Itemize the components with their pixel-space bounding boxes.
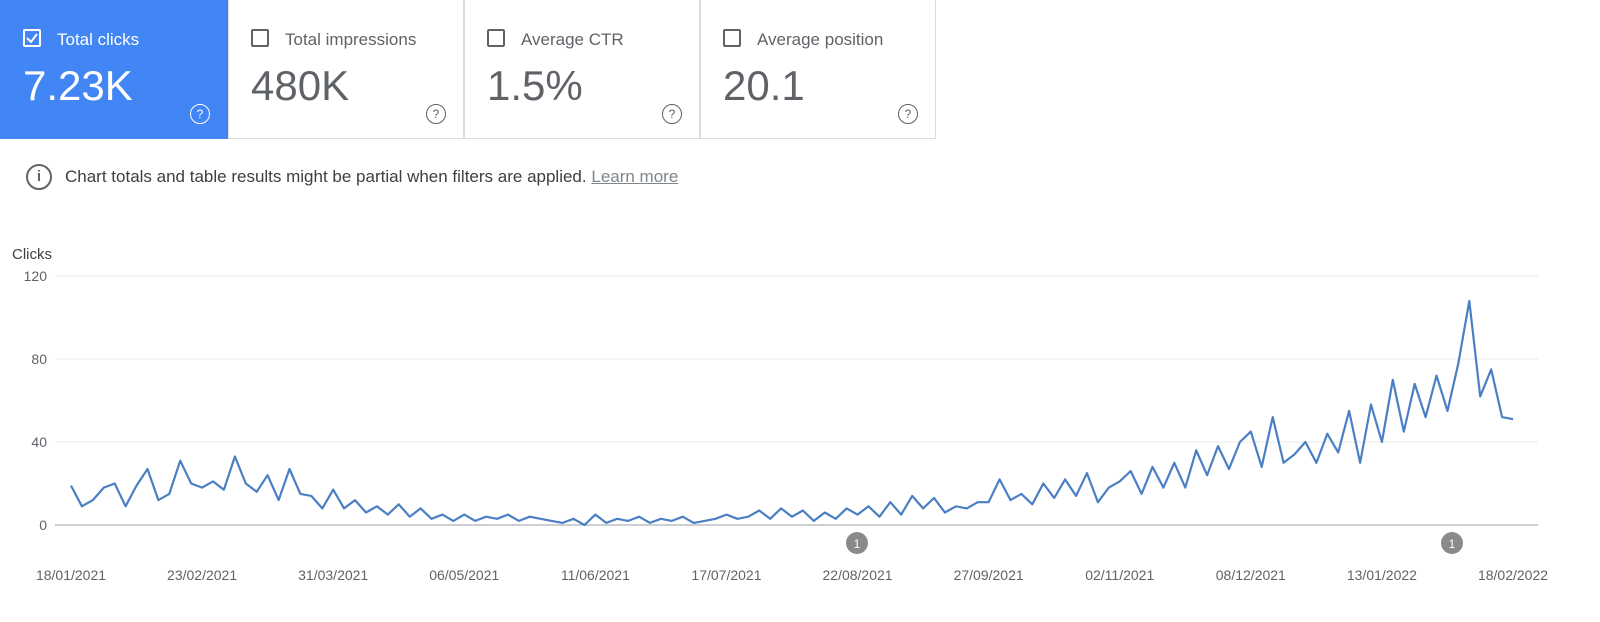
info-icon: i [26,164,52,190]
y-axis-label: Clicks [12,246,52,263]
x-tick-label: 11/06/2021 [561,567,630,583]
line-series [70,299,1514,527]
metric-value: 7.23K [23,62,133,109]
x-tick-label: 08/12/2021 [1216,567,1286,583]
x-tick-label: 23/02/2021 [167,567,237,583]
x-tick-label: 13/01/2022 [1347,567,1417,583]
help-icon[interactable]: ? [898,104,918,124]
notice-text: Chart totals and table results might be … [65,167,587,186]
metric-card[interactable]: Average position 20.1? [700,0,936,139]
notice: Chart totals and table results might be … [65,167,678,187]
metric-card[interactable]: Total impressions 480K? [228,0,464,139]
y-tick-label: 120 [24,268,48,284]
annotation-marker[interactable] [1441,532,1463,554]
x-tick-label: 06/05/2021 [429,567,499,583]
x-tick-label: 27/09/2021 [954,567,1024,583]
x-tick-label: 02/11/2021 [1085,567,1154,583]
help-icon[interactable]: ? [662,104,682,124]
annotation-label: 1 [854,537,861,551]
x-tick-label: 18/02/2022 [1478,567,1548,583]
x-tick-label: 17/07/2021 [691,567,761,583]
y-tick-label: 0 [39,517,47,533]
x-tick-label: 31/03/2021 [298,567,368,583]
checkbox [723,29,741,47]
metric-card[interactable]: Average CTR 1.5%? [464,0,700,139]
help-icon[interactable]: ? [190,104,210,124]
x-tick-label: 22/08/2021 [823,567,893,583]
annotation-label: 1 [1449,537,1456,551]
y-tick-label: 40 [31,434,47,450]
metric-label: Average CTR [521,30,624,49]
annotation-marker[interactable] [846,532,868,554]
metric-label: Total clicks [57,30,140,49]
checkbox [23,29,41,47]
checkbox [487,29,505,47]
metric-label: Total impressions [285,30,417,49]
help-icon[interactable]: ? [426,104,446,124]
learn-more-link[interactable]: Learn more [591,167,679,186]
metric-value: 20.1 [723,62,805,109]
checkbox [251,29,269,47]
metric-card[interactable]: Total clicks 7.23K? [0,0,228,139]
y-tick-label: 80 [31,351,47,367]
x-tick-label: 18/01/2021 [36,567,106,583]
metric-value: 1.5% [487,62,583,109]
metric-value: 480K [251,62,350,109]
metric-label: Average position [757,30,884,49]
